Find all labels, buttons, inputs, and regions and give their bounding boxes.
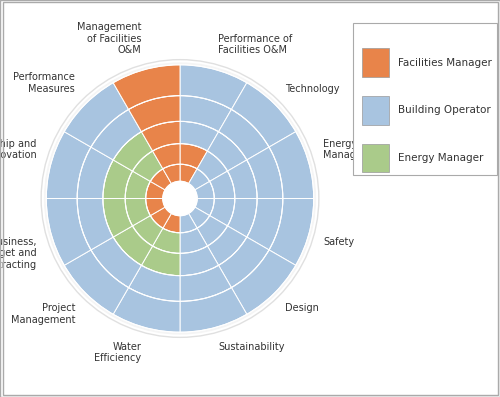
- Wedge shape: [64, 83, 128, 147]
- Wedge shape: [208, 226, 247, 265]
- Wedge shape: [103, 160, 132, 198]
- Wedge shape: [142, 246, 180, 276]
- Wedge shape: [180, 164, 197, 184]
- Wedge shape: [77, 147, 113, 198]
- Wedge shape: [228, 160, 257, 198]
- FancyBboxPatch shape: [362, 48, 389, 77]
- Wedge shape: [180, 265, 232, 301]
- Text: Design: Design: [285, 303, 318, 313]
- Wedge shape: [91, 237, 142, 287]
- Wedge shape: [218, 237, 269, 287]
- Wedge shape: [128, 96, 180, 132]
- Wedge shape: [247, 198, 283, 250]
- Wedge shape: [188, 207, 210, 228]
- Wedge shape: [132, 151, 163, 181]
- Wedge shape: [197, 216, 228, 246]
- Wedge shape: [210, 198, 235, 226]
- Text: Energy
Management: Energy Management: [323, 139, 388, 160]
- Wedge shape: [228, 198, 257, 237]
- Wedge shape: [128, 265, 180, 301]
- Text: Building Operator: Building Operator: [398, 105, 491, 116]
- Wedge shape: [180, 228, 208, 253]
- Wedge shape: [180, 213, 197, 233]
- Wedge shape: [247, 147, 283, 198]
- Wedge shape: [103, 198, 132, 237]
- Wedge shape: [232, 250, 296, 314]
- Text: Management
of Facilities
O&M: Management of Facilities O&M: [77, 22, 142, 55]
- Wedge shape: [150, 207, 172, 228]
- Wedge shape: [146, 198, 165, 216]
- Wedge shape: [77, 198, 113, 250]
- Text: Water
Efficiency: Water Efficiency: [94, 342, 142, 363]
- Wedge shape: [146, 181, 165, 198]
- Wedge shape: [180, 287, 247, 332]
- Wedge shape: [113, 132, 152, 171]
- Wedge shape: [269, 198, 314, 265]
- Wedge shape: [46, 198, 91, 265]
- Wedge shape: [218, 110, 269, 160]
- Wedge shape: [163, 164, 180, 184]
- Wedge shape: [180, 65, 247, 110]
- Wedge shape: [188, 169, 210, 190]
- Wedge shape: [210, 171, 235, 198]
- Wedge shape: [113, 287, 180, 332]
- Circle shape: [44, 63, 316, 334]
- Text: Business,
Budget and
Contracting: Business, Budget and Contracting: [0, 237, 37, 270]
- Wedge shape: [163, 213, 180, 233]
- Text: Technology: Technology: [285, 84, 340, 94]
- Text: Energy Manager: Energy Manager: [398, 153, 484, 163]
- FancyBboxPatch shape: [362, 144, 389, 172]
- Circle shape: [163, 181, 197, 216]
- Wedge shape: [180, 144, 208, 169]
- Text: Facilities Manager: Facilities Manager: [398, 58, 492, 68]
- Wedge shape: [64, 250, 128, 314]
- Wedge shape: [180, 121, 218, 151]
- Text: Performance
Measures: Performance Measures: [14, 72, 75, 94]
- Wedge shape: [125, 198, 150, 226]
- Wedge shape: [195, 198, 214, 216]
- Wedge shape: [197, 151, 228, 181]
- Text: Project
Management: Project Management: [10, 303, 75, 325]
- Wedge shape: [113, 65, 180, 110]
- Wedge shape: [91, 110, 142, 160]
- FancyBboxPatch shape: [353, 23, 497, 175]
- Text: Safety: Safety: [323, 237, 354, 247]
- Wedge shape: [152, 228, 180, 253]
- Wedge shape: [125, 171, 150, 198]
- Wedge shape: [132, 216, 163, 246]
- Wedge shape: [113, 226, 152, 265]
- FancyBboxPatch shape: [362, 96, 389, 125]
- Text: Sustainability: Sustainability: [218, 342, 285, 352]
- Text: Performance of
Facilities O&M: Performance of Facilities O&M: [218, 34, 292, 55]
- Wedge shape: [232, 83, 296, 147]
- Wedge shape: [152, 144, 180, 169]
- Wedge shape: [150, 169, 172, 190]
- Text: Leadership and
Innovation: Leadership and Innovation: [0, 139, 37, 160]
- Wedge shape: [180, 246, 218, 276]
- Wedge shape: [142, 121, 180, 151]
- Wedge shape: [269, 132, 314, 198]
- Wedge shape: [195, 181, 214, 198]
- Wedge shape: [208, 132, 247, 171]
- Wedge shape: [180, 96, 232, 132]
- Wedge shape: [46, 132, 91, 198]
